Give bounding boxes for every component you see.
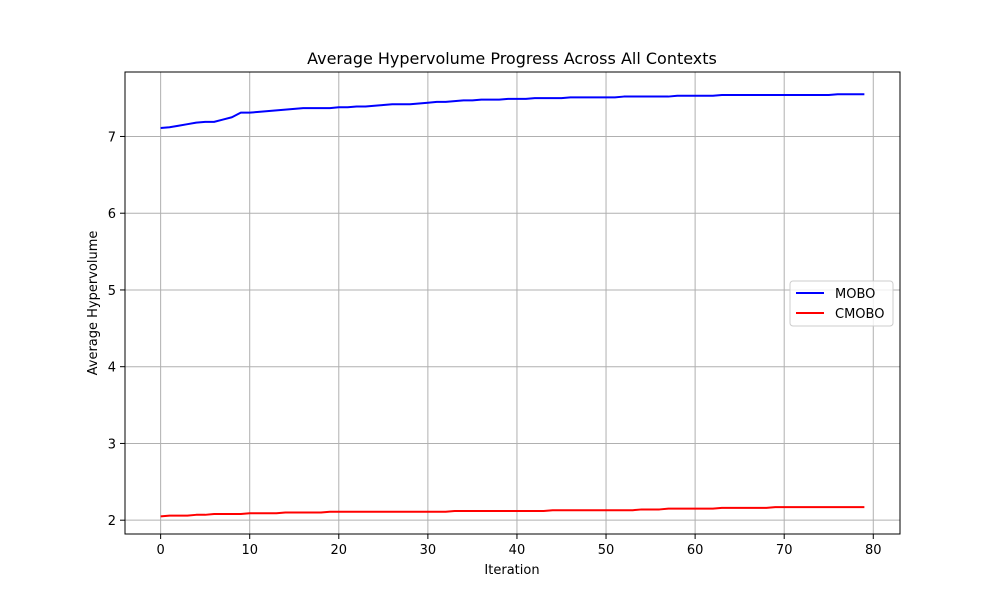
series-line-mobo	[160, 93, 865, 130]
series-line-cmobo	[160, 506, 865, 518]
legend-label-mobo: MOBO	[835, 287, 875, 302]
y-tick-label: 5	[108, 284, 116, 299]
x-tick-label: 60	[687, 543, 704, 558]
x-axis-label: Iteration	[484, 563, 539, 578]
x-tick-label: 40	[509, 543, 526, 558]
y-tick-label: 7	[108, 130, 116, 145]
y-axis-label: Average Hypervolume	[86, 231, 101, 376]
x-tick-label: 0	[156, 543, 164, 558]
x-tick-label: 10	[241, 543, 258, 558]
y-tick-label: 6	[108, 207, 116, 222]
y-axis-ticks: 2 3 4 5 6 7	[108, 130, 125, 529]
x-tick-label: 20	[331, 543, 348, 558]
series-lines	[160, 93, 865, 518]
grid	[125, 72, 900, 534]
chart-title: Average Hypervolume Progress Across All …	[307, 49, 717, 68]
x-tick-label: 80	[865, 543, 882, 558]
y-tick-label: 2	[108, 514, 116, 529]
legend-label-cmobo: CMOBO	[835, 307, 884, 322]
y-tick-label: 4	[108, 361, 116, 376]
x-axis-ticks: 0 10 20 30 40 50 60 70 80	[156, 534, 882, 558]
x-tick-label: 70	[776, 543, 793, 558]
plot-frame	[124, 71, 901, 535]
x-tick-label: 50	[598, 543, 615, 558]
x-tick-label: 30	[420, 543, 437, 558]
legend: MOBO CMOBO	[789, 280, 894, 327]
y-tick-label: 3	[108, 437, 116, 452]
